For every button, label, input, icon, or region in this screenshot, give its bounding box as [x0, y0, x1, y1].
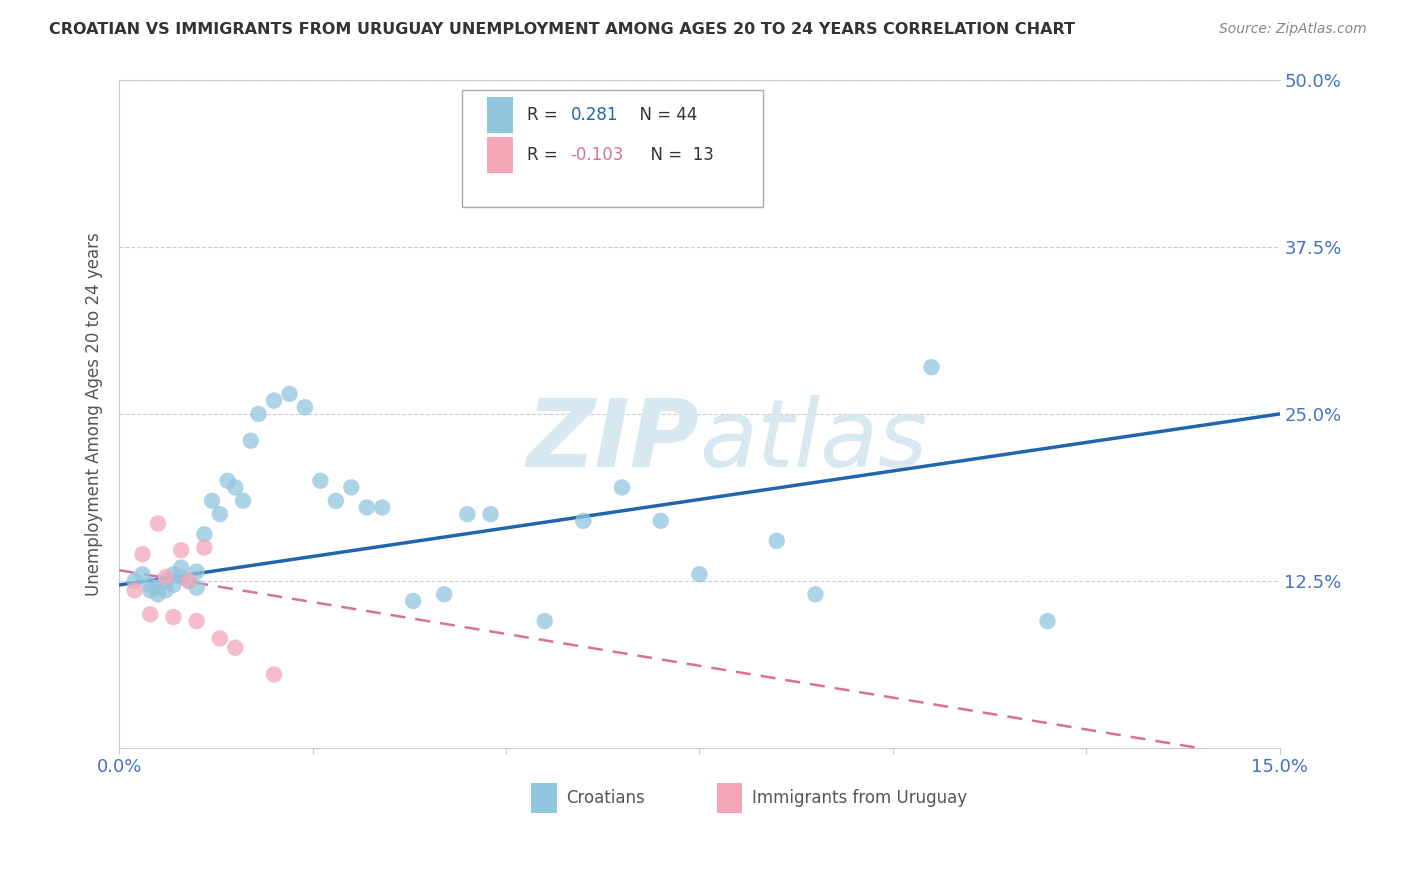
Point — [177, 574, 200, 588]
FancyBboxPatch shape — [461, 90, 763, 207]
Point — [650, 514, 672, 528]
Point — [239, 434, 262, 448]
Point — [688, 567, 710, 582]
Point — [155, 570, 177, 584]
Point — [170, 560, 193, 574]
Point — [193, 541, 215, 555]
Point — [920, 360, 942, 375]
Point — [232, 493, 254, 508]
Bar — [531, 783, 557, 813]
Point — [371, 500, 394, 515]
Point — [208, 507, 231, 521]
Point — [325, 493, 347, 508]
Point — [247, 407, 270, 421]
Point — [217, 474, 239, 488]
Point — [456, 507, 478, 521]
Text: Source: ZipAtlas.com: Source: ZipAtlas.com — [1219, 22, 1367, 37]
Bar — [486, 96, 513, 134]
Point — [433, 587, 456, 601]
Point — [765, 533, 787, 548]
Text: Croatians: Croatians — [567, 789, 645, 807]
Point — [139, 583, 162, 598]
Text: atlas: atlas — [699, 395, 928, 486]
Point — [146, 581, 169, 595]
Point — [340, 480, 363, 494]
Point — [146, 587, 169, 601]
Point — [263, 667, 285, 681]
Point — [186, 565, 208, 579]
Point — [177, 574, 200, 588]
Point — [533, 614, 555, 628]
Text: R =: R = — [526, 146, 562, 164]
Point — [402, 594, 425, 608]
Point — [1036, 614, 1059, 628]
Point — [208, 632, 231, 646]
Point — [294, 401, 316, 415]
Point — [139, 607, 162, 622]
Point — [162, 578, 184, 592]
Point — [170, 570, 193, 584]
Point — [278, 387, 301, 401]
Text: 0.281: 0.281 — [571, 106, 619, 124]
Point — [162, 567, 184, 582]
Point — [224, 640, 246, 655]
Point — [186, 581, 208, 595]
Text: -0.103: -0.103 — [571, 146, 624, 164]
Point — [186, 614, 208, 628]
Text: N =  13: N = 13 — [640, 146, 714, 164]
Point — [356, 500, 378, 515]
Point — [139, 578, 162, 592]
Point — [479, 507, 502, 521]
Y-axis label: Unemployment Among Ages 20 to 24 years: Unemployment Among Ages 20 to 24 years — [86, 232, 103, 596]
Point — [170, 543, 193, 558]
Text: R =: R = — [526, 106, 562, 124]
Point — [193, 527, 215, 541]
Point — [201, 493, 224, 508]
Point — [263, 393, 285, 408]
Bar — [486, 136, 513, 173]
Point — [146, 516, 169, 531]
Text: CROATIAN VS IMMIGRANTS FROM URUGUAY UNEMPLOYMENT AMONG AGES 20 TO 24 YEARS CORRE: CROATIAN VS IMMIGRANTS FROM URUGUAY UNEM… — [49, 22, 1076, 37]
Point — [309, 474, 332, 488]
Point — [572, 514, 595, 528]
Point — [224, 480, 246, 494]
Point — [155, 574, 177, 588]
Point — [124, 583, 146, 598]
Point — [131, 567, 153, 582]
Point — [162, 610, 184, 624]
Point — [124, 574, 146, 588]
Point — [610, 480, 633, 494]
Point — [804, 587, 827, 601]
Bar — [717, 783, 742, 813]
Text: N = 44: N = 44 — [628, 106, 697, 124]
Text: ZIP: ZIP — [526, 394, 699, 487]
Point — [155, 583, 177, 598]
Point — [131, 547, 153, 561]
Text: Immigrants from Uruguay: Immigrants from Uruguay — [752, 789, 967, 807]
